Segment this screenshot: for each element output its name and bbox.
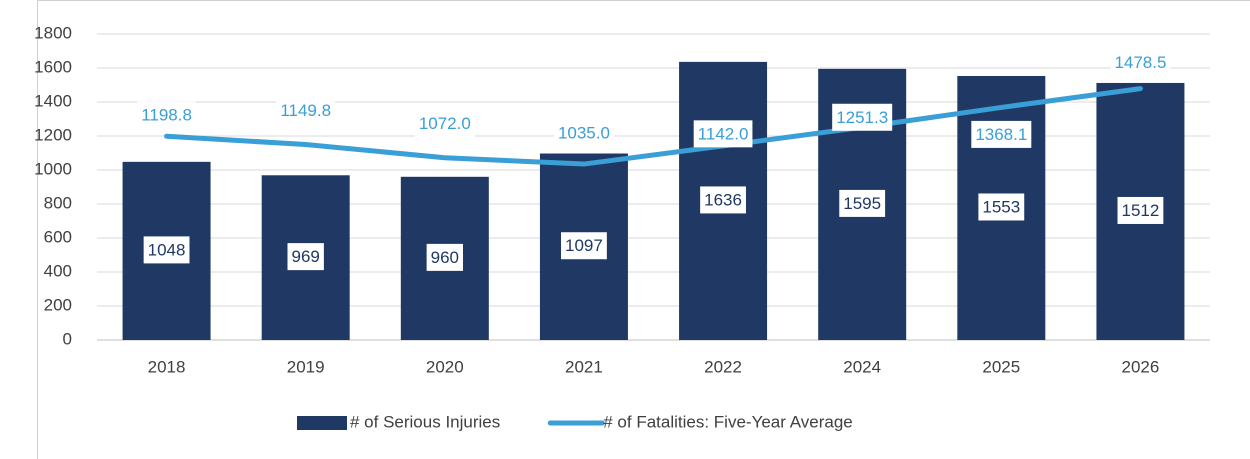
line	[164, 86, 1143, 167]
line-value-label: 1142.0	[698, 124, 749, 143]
bar-value-label-box	[978, 193, 1025, 221]
bar-value-label-box	[287, 243, 324, 271]
line-value-label-box	[971, 120, 1032, 148]
line-value-label-box	[1110, 49, 1171, 77]
x-tick-label: 2025	[982, 357, 1020, 376]
legend-label: # of Serious Injuries	[350, 412, 500, 431]
y-tick-label: 1800	[34, 23, 72, 42]
line-value-label: 1251.3	[836, 108, 888, 127]
bar-value-label: 1636	[704, 190, 742, 209]
x-tick-label: 2020	[426, 357, 464, 376]
bar-value-label: 1048	[148, 240, 186, 259]
line-value-label: 1368.1	[975, 125, 1027, 144]
x-tick-label: 2021	[565, 357, 603, 376]
x-tick-label: 2024	[843, 357, 881, 376]
bar-value-label-box	[839, 189, 886, 217]
bar-value-label: 1512	[1122, 201, 1160, 220]
bar-value-label: 1097	[565, 236, 603, 255]
bar-value-label-box	[143, 236, 190, 264]
line-value-label-box	[553, 119, 614, 147]
line-value-label-box	[276, 97, 336, 125]
line-value-label-box	[832, 103, 893, 131]
legend-swatch	[297, 416, 347, 430]
line-value-label-box	[693, 120, 753, 148]
bar-value-label-box	[1117, 196, 1164, 224]
bar-value-label-box	[561, 232, 607, 260]
line-value-label: 1478.5	[1114, 53, 1166, 72]
bar-value-label-box	[426, 243, 463, 271]
y-tick-label: 1000	[34, 159, 72, 178]
x-tick-label: 2022	[704, 357, 742, 376]
x-tick-label: 2018	[148, 357, 186, 376]
bar-value-label: 1595	[843, 194, 881, 213]
y-tick-label: 0	[63, 329, 72, 348]
y-tick-label: 1600	[34, 57, 72, 76]
line-value-label: 1149.8	[280, 101, 331, 120]
y-tick-label: 400	[44, 261, 72, 280]
line-value-label: 1072.0	[419, 114, 471, 133]
bar-value-label: 1553	[982, 197, 1020, 216]
chart-frame	[37, 0, 1250, 459]
x-tick-label: 2019	[287, 357, 325, 376]
line-value-label: 1198.8	[141, 106, 192, 125]
y-tick-label: 800	[44, 193, 72, 212]
y-tick-label: 1400	[34, 91, 72, 110]
line-value-label-box	[414, 110, 475, 138]
x-tick-label: 2026	[1122, 357, 1160, 376]
labels: 0 200 400 600 800 1000 1200 1400 1600 1800 2018 201…	[34, 23, 1171, 376]
line-value-label-box	[137, 101, 196, 129]
bar-value-label-box	[700, 186, 746, 214]
y-tick-label: 1200	[34, 125, 72, 144]
y-tick-label: 600	[44, 227, 72, 246]
y-tick-label: 200	[44, 295, 72, 314]
bar-value-label: 969	[292, 247, 320, 266]
bar-value-label: 960	[431, 248, 459, 267]
legend-label: # of Fatalities: Five-Year Average	[603, 412, 852, 431]
line-value-label: 1035.0	[558, 124, 610, 143]
